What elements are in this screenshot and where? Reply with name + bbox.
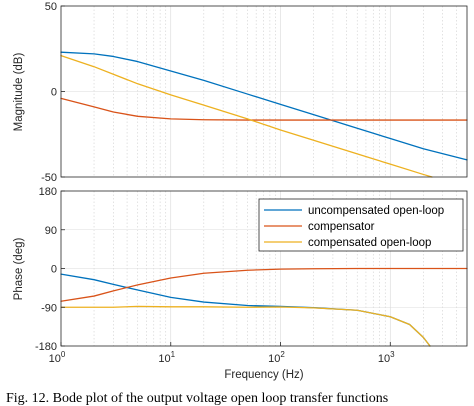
magnitude-y-axis-label: Magnitude (dB) (13, 53, 25, 132)
magnitude-y-tick-label: 0 (51, 87, 57, 99)
phase-y-tick-label: 0 (51, 264, 57, 276)
phase-y-tick-label: 180 (39, 186, 57, 198)
magnitude-series (60, 51, 468, 178)
phase-y-axis-label: Phase (deg) (13, 238, 25, 301)
phase-x-tick-label: 102 (268, 350, 285, 365)
phase-y-tick-label: -90 (41, 302, 57, 314)
magnitude-grid (61, 6, 467, 177)
phase-x-tick-label: 100 (49, 350, 66, 365)
magnitude-y-tick-label: -50 (41, 172, 57, 184)
phase-line-compensated-open-loop (60, 305, 431, 347)
phase-y-tick-label: 90 (45, 225, 57, 237)
phase-panel: 180 90 0 -90 -180 100 101 102 103 Phase (deg) F… (13, 186, 468, 381)
phase-series (60, 267, 468, 347)
legend-label-compensated: compensated open-loop (308, 237, 431, 249)
phase-x-tick-label: 101 (158, 350, 175, 365)
phase-x-axis-label: Frequency (Hz) (224, 369, 303, 381)
phase-y-tick-label: -180 (35, 341, 57, 353)
magnitude-line-compensated-open-loop (60, 54, 433, 178)
figure-caption: Fig. 12. Bode plot of the output voltage… (6, 391, 388, 406)
legend: uncompensated open-loop compensator comp… (258, 198, 464, 252)
magnitude-y-tick-label: 50 (45, 1, 57, 13)
magnitude-line-compensator (60, 97, 468, 121)
phase-line-compensator (60, 267, 468, 302)
magnitude-panel: 50 0 -50 Magnitude (dB) (13, 1, 468, 184)
magnitude-y-ticks: 50 0 -50 (41, 1, 65, 184)
phase-y-ticks: 180 90 0 -90 -180 (35, 186, 65, 353)
legend-label-uncompensated: uncompensated open-loop (308, 205, 444, 217)
magnitude-line-uncompensated-open-loop (60, 51, 468, 161)
phase-x-ticks: 100 101 102 103 (49, 342, 395, 365)
phase-x-tick-label: 103 (378, 350, 395, 365)
legend-label-compensator: compensator (308, 221, 375, 233)
